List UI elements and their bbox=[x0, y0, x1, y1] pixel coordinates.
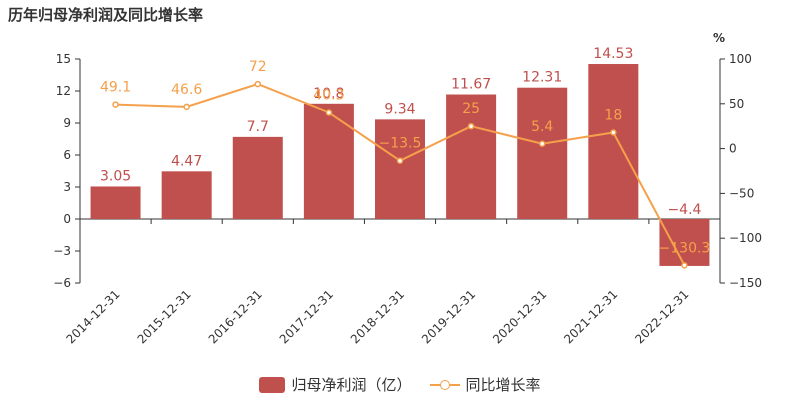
bar-value-label: 11.67 bbox=[451, 77, 491, 93]
left-tick-label: 9 bbox=[63, 116, 71, 130]
growth-point bbox=[467, 122, 475, 130]
legend-item-bars[interactable]: 归母净利润（亿） bbox=[259, 374, 412, 395]
x-tick-label: 2022-12-31 bbox=[632, 287, 691, 346]
growth-value-label: 18 bbox=[604, 107, 622, 123]
growth-value-label: 5.4 bbox=[531, 119, 553, 135]
legend-item-line[interactable]: 同比增长率 bbox=[429, 374, 541, 395]
x-tick-label: 2018-12-31 bbox=[348, 287, 407, 346]
legend-bar-label: 归母净利润（亿） bbox=[291, 376, 412, 394]
x-tick-label: 2015-12-31 bbox=[135, 287, 194, 346]
bar bbox=[588, 64, 639, 219]
left-tick-label: 3 bbox=[63, 180, 71, 194]
growth-line bbox=[112, 80, 688, 269]
growth-value-label: 49.1 bbox=[100, 80, 131, 96]
growth-point bbox=[112, 101, 119, 108]
x-tick-label: 2014-12-31 bbox=[63, 287, 122, 346]
chart-title: 历年归母净利润及同比增长率 bbox=[8, 6, 204, 24]
growth-point bbox=[396, 157, 404, 164]
x-tick-label: 2016-12-31 bbox=[206, 287, 265, 346]
left-tick-label: −3 bbox=[53, 244, 71, 258]
bar-value-label: −4.4 bbox=[667, 202, 701, 218]
bar bbox=[446, 94, 497, 219]
bar bbox=[659, 219, 710, 266]
bar bbox=[303, 103, 354, 219]
growth-value-label: −13.5 bbox=[379, 136, 422, 152]
growth-value-label: −130.3 bbox=[659, 240, 711, 256]
bar bbox=[375, 119, 425, 219]
bar bbox=[161, 171, 212, 219]
bars bbox=[90, 64, 710, 266]
legend-line-swatch bbox=[429, 377, 460, 393]
right-tick-label: 0 bbox=[729, 142, 737, 156]
bar-value-label: 3.05 bbox=[100, 168, 131, 184]
growth-point bbox=[681, 262, 688, 269]
bar-value-label: 9.34 bbox=[384, 101, 415, 117]
left-tick-label: 6 bbox=[63, 148, 71, 162]
legend: 归母净利润（亿） 同比增长率 bbox=[0, 374, 800, 395]
bar bbox=[90, 186, 141, 219]
bar-value-label: 12.31 bbox=[522, 70, 562, 86]
growth-value-label: 40.3 bbox=[313, 87, 344, 103]
left-tick-label: 15 bbox=[56, 52, 71, 66]
x-tick-label: 2021-12-31 bbox=[561, 287, 620, 346]
right-tick-label: −100 bbox=[729, 231, 762, 245]
right-tick-label: −150 bbox=[729, 276, 762, 290]
x-tick-label: 2020-12-31 bbox=[490, 287, 549, 346]
data-labels: 3.05 4.47 7.7 10.8 9.34 11.67 12.31 14.53 −4.4 49… bbox=[100, 46, 710, 256]
growth-point bbox=[610, 129, 617, 136]
legend-line-label: 同比增长率 bbox=[465, 376, 541, 394]
right-axis-unit: % bbox=[713, 31, 725, 45]
left-tick-label: 0 bbox=[63, 212, 71, 226]
bar bbox=[232, 136, 283, 219]
bar-value-label: 7.7 bbox=[247, 119, 269, 135]
x-tick-label: 2017-12-31 bbox=[277, 287, 336, 346]
growth-value-label: 46.6 bbox=[171, 82, 202, 98]
bar-value-label: 10.8 bbox=[313, 86, 344, 102]
growth-value-label: 25 bbox=[462, 101, 480, 117]
bar-value-label: 4.47 bbox=[171, 153, 202, 169]
growth-value-label: 72 bbox=[249, 59, 267, 75]
right-tick-label: 50 bbox=[729, 97, 744, 111]
growth-point bbox=[254, 80, 262, 88]
left-tick-label: 12 bbox=[56, 84, 71, 98]
growth-point bbox=[325, 109, 333, 116]
left-tick-label: −6 bbox=[53, 276, 71, 290]
growth-point bbox=[538, 140, 546, 148]
x-tick-label: 2019-12-31 bbox=[419, 287, 478, 346]
bar bbox=[517, 87, 568, 220]
right-tick-label: −50 bbox=[729, 186, 754, 200]
bar-value-label: 14.53 bbox=[593, 46, 633, 62]
legend-bar-swatch bbox=[259, 376, 286, 393]
growth-point bbox=[183, 103, 190, 111]
right-tick-label: 100 bbox=[729, 52, 752, 66]
